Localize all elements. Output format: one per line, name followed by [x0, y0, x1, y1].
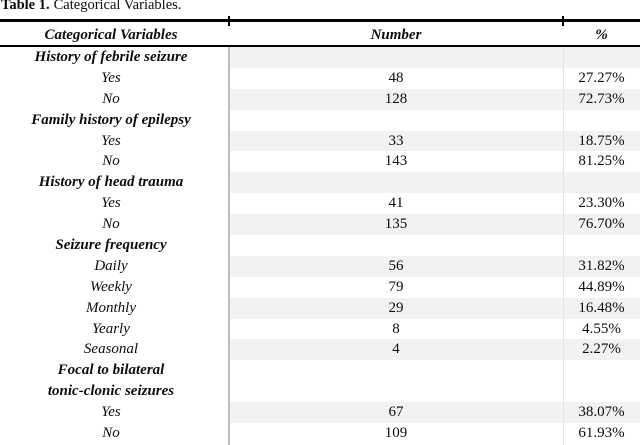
row-label: History of head trauma — [38, 174, 184, 191]
table-row: Monthly 29 16.48% — [0, 297, 640, 319]
table-row-category: History of head trauma — [0, 172, 640, 194]
row-label: No — [102, 425, 120, 442]
row-label: Weekly — [90, 278, 132, 295]
column-divider-line-1 — [228, 47, 230, 445]
row-number-value: 109 — [384, 425, 408, 442]
row-number-value: 4 — [229, 339, 563, 361]
row-number-value: 56 — [229, 255, 563, 277]
row-percent-value: 76.70% — [563, 214, 640, 236]
column-header-number: Number — [370, 26, 422, 43]
row-number-value: 33 — [229, 130, 563, 152]
table-caption-title: Categorical Variables. — [53, 0, 182, 13]
row-label: Daily — [94, 257, 128, 274]
row-percent-value: 4.55% — [582, 320, 621, 337]
table-row: Yes 67 38.07% — [0, 402, 640, 424]
row-percent-value: 72.73% — [563, 88, 640, 110]
table-row: Yes 41 23.30% — [0, 193, 640, 214]
row-percent-value: 44.89% — [578, 278, 625, 295]
table-row-category: Focal to bilateral tonic-clonic seizures — [0, 360, 640, 402]
row-number-value: 128 — [229, 88, 563, 110]
table-row: Yes 33 18.75% — [0, 130, 640, 152]
table-header-row: Categorical Variables Number % — [0, 22, 640, 45]
row-number-value: 29 — [229, 297, 563, 319]
table-row: No 109 61.93% — [0, 423, 640, 444]
table-caption: Table 1. Categorical Variables. — [1, 0, 181, 14]
table-top-rule — [0, 19, 640, 22]
table-row: Daily 56 31.82% — [0, 255, 640, 277]
row-number-value: 41 — [388, 195, 404, 212]
row-number-value: 79 — [388, 278, 404, 295]
table-row-category: History of febrile seizure — [0, 47, 640, 68]
row-label: Monthly — [86, 299, 136, 316]
table-caption-number: Table 1. — [1, 0, 50, 13]
row-label: Seasonal — [83, 341, 139, 358]
row-percent-value: 38.07% — [563, 402, 640, 424]
table-header-rule — [0, 45, 640, 47]
column-header-percent: % — [595, 26, 608, 43]
row-number-value: 143 — [384, 153, 408, 170]
table-row: Weekly 79 44.89% — [0, 277, 640, 298]
table-row: No 143 81.25% — [0, 151, 640, 172]
row-label: Focal to bilateral tonic-clonic seizures — [47, 362, 175, 400]
row-label: No — [102, 153, 120, 170]
row-percent-value: 27.27% — [578, 69, 625, 86]
row-label: Yes — [101, 69, 121, 86]
column-border-tick-1 — [228, 16, 230, 26]
row-percent-value: 16.48% — [563, 297, 640, 319]
row-label: Seizure frequency — [55, 237, 167, 254]
row-number-value: 135 — [229, 214, 563, 236]
row-percent-value: 18.75% — [563, 130, 640, 152]
row-label: No — [102, 216, 120, 233]
table-row-category: Seizure frequency — [0, 235, 640, 256]
row-number-value: 67 — [229, 402, 563, 424]
table-row: No 135 76.70% — [0, 214, 640, 236]
table-row: Yearly 8 4.55% — [0, 319, 640, 340]
row-percent-value: 23.30% — [578, 195, 625, 212]
row-percent-value: 2.27% — [563, 339, 640, 361]
row-percent-value: 61.93% — [578, 425, 625, 442]
table-row: Seasonal 4 2.27% — [0, 339, 640, 361]
table-body: History of febrile seizure Yes 48 27.27% No 1… — [0, 47, 640, 445]
column-divider-line-2 — [562, 47, 564, 445]
table-row: No 128 72.73% — [0, 88, 640, 110]
table-row-category: Family history of epilepsy — [0, 110, 640, 131]
row-percent-value: 31.82% — [563, 255, 640, 277]
row-percent-value: 81.25% — [578, 153, 625, 170]
row-number-value: 48 — [388, 69, 404, 86]
column-border-tick-2 — [562, 16, 564, 26]
row-number-value: 8 — [392, 320, 400, 337]
row-label: History of febrile seizure — [34, 49, 188, 65]
table-row: Yes 48 27.27% — [0, 68, 640, 89]
row-label: No — [102, 90, 120, 107]
row-label: Yes — [101, 195, 121, 212]
row-label: Yes — [101, 132, 121, 149]
column-header-categorical-variables: Categorical Variables — [44, 26, 178, 43]
row-label: Family history of epilepsy — [31, 111, 191, 128]
row-label: Yes — [101, 404, 121, 421]
row-label: Yearly — [92, 320, 130, 337]
